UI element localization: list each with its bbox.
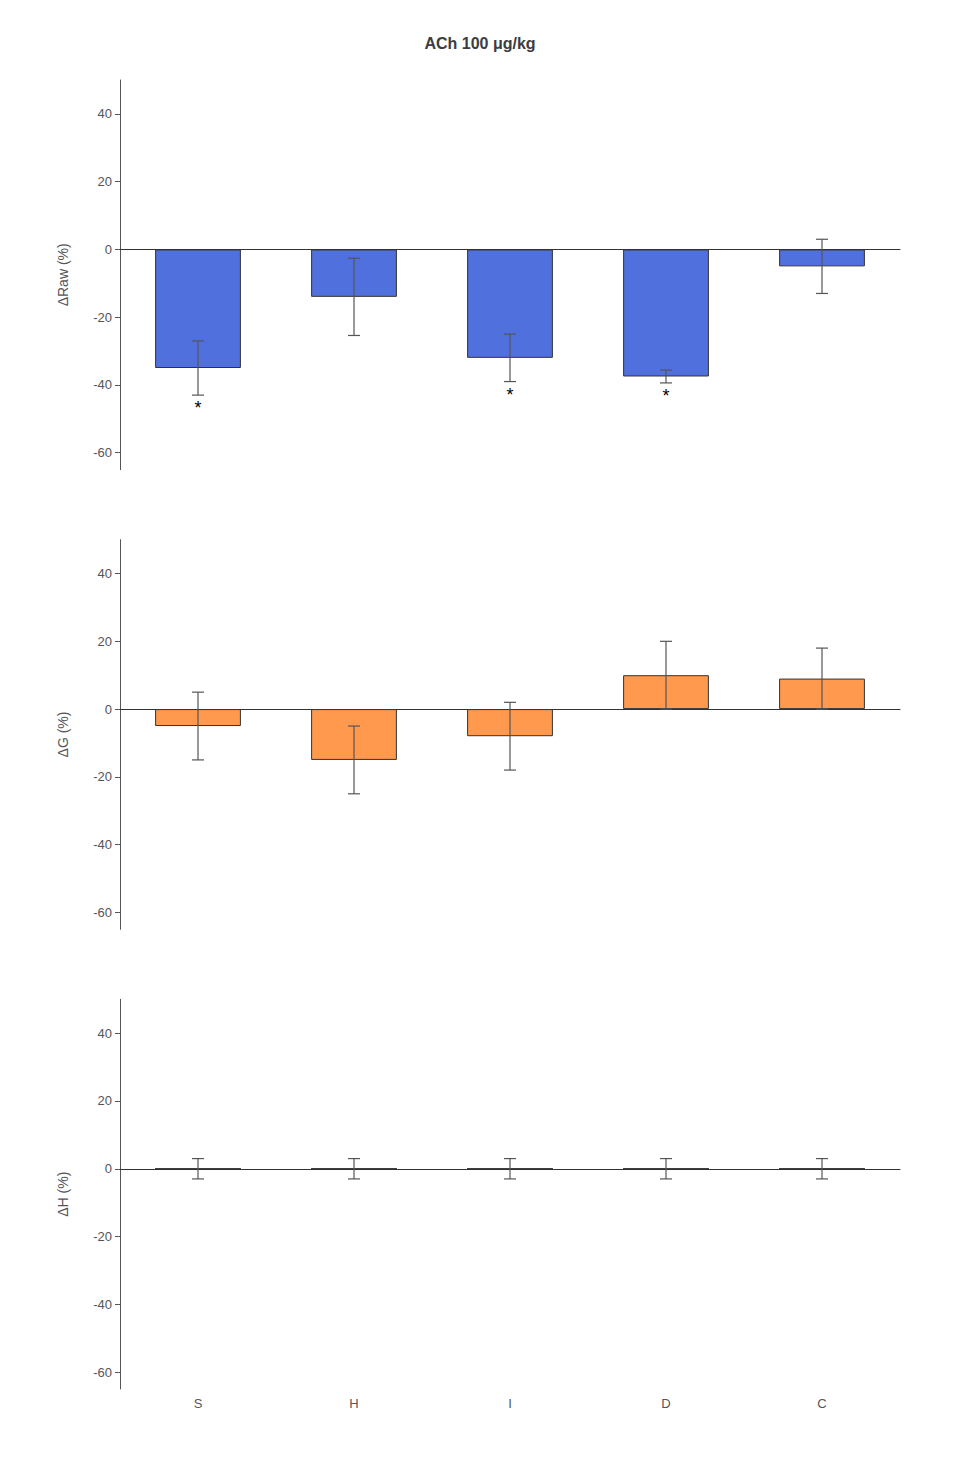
svg-text:*: * <box>194 398 201 418</box>
svg-text:20: 20 <box>98 634 112 649</box>
svg-text:*: * <box>506 385 513 405</box>
svg-text:-20: -20 <box>93 310 112 325</box>
svg-text:-60: -60 <box>93 905 112 920</box>
svg-text:-60: -60 <box>93 1365 112 1380</box>
svg-text:20: 20 <box>98 1093 112 1108</box>
svg-text:ΔRaw (%): ΔRaw (%) <box>55 243 71 306</box>
svg-text:0: 0 <box>105 242 112 257</box>
svg-text:-40: -40 <box>93 377 112 392</box>
svg-text:I: I <box>508 1396 512 1411</box>
svg-text:ΔG (%): ΔG (%) <box>55 712 71 758</box>
svg-text:40: 40 <box>98 566 112 581</box>
svg-text:-40: -40 <box>93 1297 112 1312</box>
svg-text:-20: -20 <box>93 769 112 784</box>
svg-text:-60: -60 <box>93 445 112 460</box>
svg-text:S: S <box>194 1396 203 1411</box>
svg-text:D: D <box>661 1396 670 1411</box>
svg-text:ΔH (%): ΔH (%) <box>55 1172 71 1217</box>
svg-text:-20: -20 <box>93 1229 112 1244</box>
svg-text:0: 0 <box>105 1161 112 1176</box>
svg-text:40: 40 <box>98 106 112 121</box>
svg-text:C: C <box>817 1396 826 1411</box>
svg-text:40: 40 <box>98 1026 112 1041</box>
svg-text:20: 20 <box>98 174 112 189</box>
svg-text:ACh 100 μg/kg: ACh 100 μg/kg <box>424 35 535 52</box>
svg-text:-40: -40 <box>93 837 112 852</box>
svg-text:0: 0 <box>105 702 112 717</box>
svg-text:H: H <box>349 1396 358 1411</box>
svg-text:*: * <box>662 386 669 406</box>
